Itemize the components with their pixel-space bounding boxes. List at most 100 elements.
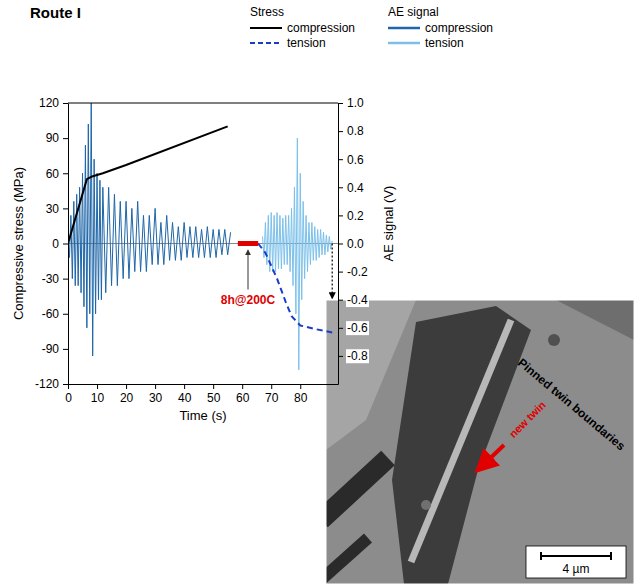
tick: -90 <box>42 342 68 356</box>
tick: 20 <box>120 384 134 405</box>
tick: 0.2 <box>338 209 365 223</box>
tick: 10 <box>91 384 105 405</box>
tick-label: -60 <box>42 307 60 321</box>
label-patch <box>346 265 369 279</box>
label-patch <box>346 181 365 195</box>
label-patch <box>346 293 369 307</box>
frame <box>68 103 338 104</box>
tick-label: 0.4 <box>347 181 364 195</box>
tick: 40 <box>178 384 192 405</box>
title: Route I <box>30 4 81 21</box>
tick-label: -0.8 <box>347 349 368 363</box>
tick-mark <box>242 384 243 389</box>
tick: -30 <box>42 272 68 286</box>
tick-label: -0.2 <box>347 265 368 279</box>
tick-mark <box>338 159 343 160</box>
axis-line <box>68 104 69 385</box>
tick-label: 0.0 <box>347 237 364 251</box>
tick: 0.6 <box>338 153 365 167</box>
tick-mark <box>338 215 343 216</box>
tick: 50 <box>207 384 221 405</box>
tick-label: -120 <box>35 377 59 391</box>
tick-label: 80 <box>294 391 308 405</box>
label-patch <box>346 153 365 167</box>
inset-border <box>326 300 634 584</box>
tick-label: 120 <box>39 96 59 110</box>
legend: StresscompressiontensionAE signalcompres… <box>250 5 493 50</box>
tick-mark <box>338 300 343 301</box>
tick-mark <box>68 384 69 389</box>
tick-label: 0.2 <box>347 209 364 223</box>
tick: -0.4 <box>338 293 369 307</box>
inset-twin <box>326 538 368 580</box>
legend-header: AE signal <box>388 5 439 19</box>
tick-mark <box>63 244 68 245</box>
tick-mark <box>63 138 68 139</box>
tick-mark <box>155 384 156 389</box>
x-axis-title: Time (s) <box>179 408 226 423</box>
tick-label: 60 <box>236 391 250 405</box>
legend-swatch <box>388 27 420 30</box>
tick-mark <box>63 384 68 385</box>
tick-label: 30 <box>46 202 60 216</box>
inset-twin <box>326 458 388 520</box>
legend-swatch <box>250 42 282 44</box>
tick: 0 <box>65 384 72 405</box>
scale-bar <box>541 552 611 560</box>
tick-mark <box>338 328 343 329</box>
inset: Pinned twin boundariesnew twin4 µm <box>321 300 634 584</box>
tick: 1.0 <box>338 96 365 110</box>
inset-label: new twin <box>507 398 549 440</box>
tick-label: 20 <box>120 391 134 405</box>
legend-header: Stress <box>250 5 284 19</box>
tick-mark <box>63 349 68 350</box>
label-patch <box>346 209 365 223</box>
inset-twin-stripe <box>411 320 511 562</box>
tick: 0.8 <box>338 124 365 138</box>
tick-label: -90 <box>42 342 60 356</box>
y-axis: -120 -90 -60 -30 0 30 60 90 120 <box>35 96 69 391</box>
series-line <box>68 103 231 356</box>
tick-mark <box>338 272 343 273</box>
legend-label: compression <box>425 21 493 35</box>
y2-axis: -0.8 -0.6 -0.4 -0.2 0.0 0.2 0.4 0.6 0.8 1.0 <box>338 96 369 384</box>
tick-mark <box>213 384 214 389</box>
tick-mark <box>338 103 343 104</box>
tick-label: 1.0 <box>347 96 364 110</box>
tick-label: 0.8 <box>347 124 364 138</box>
tick: 0 <box>52 237 68 251</box>
tick: 0.0 <box>338 237 365 251</box>
inset-background <box>326 300 634 584</box>
tick-mark <box>338 244 343 245</box>
tick-label: 30 <box>149 391 163 405</box>
series-line <box>68 126 228 243</box>
series-line <box>258 244 332 333</box>
tick-mark <box>338 187 343 188</box>
tick: 30 <box>149 384 163 405</box>
tick: -0.6 <box>338 321 369 335</box>
y-axis-title: Compressive stress (MPa) <box>11 167 26 320</box>
tick-mark <box>184 384 185 389</box>
tick-label: 90 <box>46 131 60 145</box>
legend-label: tension <box>287 36 326 50</box>
legend-label: compression <box>287 21 355 35</box>
tick: 60 <box>46 167 68 181</box>
label-patch <box>346 349 369 363</box>
tick-label: 50 <box>207 391 221 405</box>
plot-area <box>68 103 338 370</box>
inset-spot <box>548 334 560 346</box>
tick-mark <box>338 131 343 132</box>
tick-mark <box>271 384 272 389</box>
tick: 60 <box>236 384 250 405</box>
inset-region <box>556 300 634 340</box>
label-patch <box>346 237 365 251</box>
tick: 70 <box>265 384 279 405</box>
inset-arrow <box>478 445 504 470</box>
scale-bar-box <box>526 546 626 578</box>
series-line <box>263 138 333 370</box>
tick-label: 0 <box>65 391 72 405</box>
tick-mark <box>63 314 68 315</box>
label-patch <box>346 321 369 335</box>
tick: -0.2 <box>338 265 369 279</box>
scale-bar-label: 4 µm <box>563 562 590 576</box>
